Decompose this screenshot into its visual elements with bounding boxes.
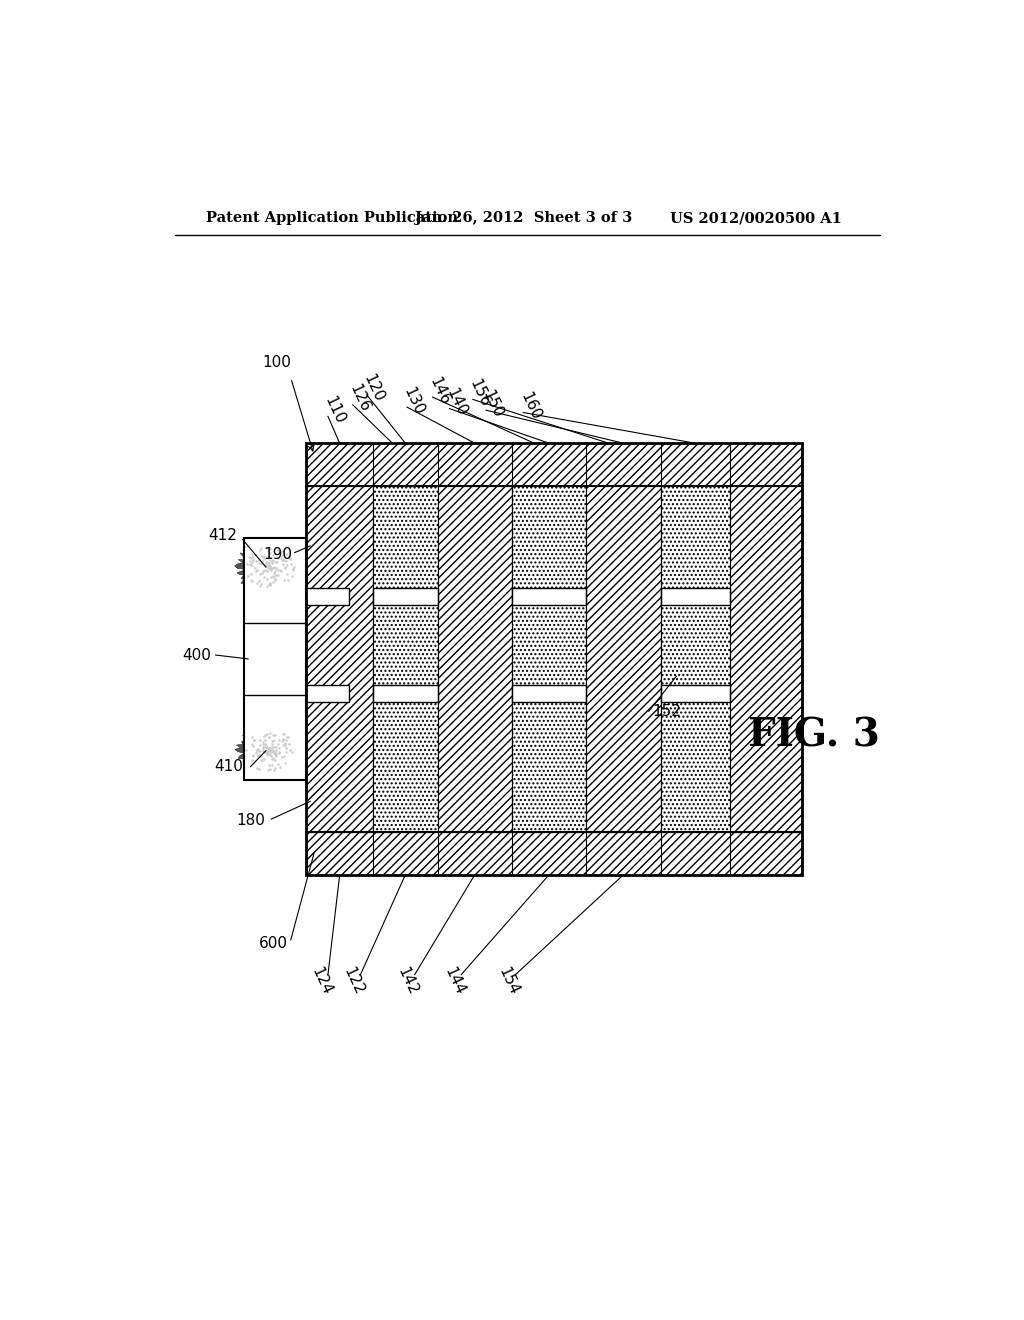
Text: 100: 100 — [262, 355, 291, 370]
Text: Patent Application Publication: Patent Application Publication — [206, 211, 458, 226]
Bar — [306, 685, 349, 702]
Text: 154: 154 — [496, 965, 521, 998]
Bar — [306, 589, 349, 605]
Text: 142: 142 — [395, 965, 421, 998]
Bar — [730, 486, 802, 832]
Text: 130: 130 — [400, 384, 427, 417]
Text: 600: 600 — [259, 936, 288, 952]
Bar — [512, 486, 587, 832]
Text: 126: 126 — [346, 383, 373, 414]
Polygon shape — [234, 540, 303, 597]
Text: 146: 146 — [426, 375, 453, 407]
Text: 156: 156 — [467, 376, 493, 409]
Text: 410: 410 — [214, 759, 243, 775]
Polygon shape — [234, 721, 303, 779]
Text: 160: 160 — [517, 389, 543, 422]
Text: 120: 120 — [360, 372, 386, 405]
Bar — [660, 685, 730, 702]
Bar — [373, 486, 437, 832]
Bar — [660, 486, 730, 832]
Bar — [306, 444, 802, 874]
Bar — [373, 685, 437, 702]
Text: 180: 180 — [236, 813, 265, 828]
Text: 152: 152 — [652, 704, 681, 719]
Text: Jan. 26, 2012  Sheet 3 of 3: Jan. 26, 2012 Sheet 3 of 3 — [415, 211, 632, 226]
Bar — [660, 589, 730, 605]
Bar — [306, 444, 802, 486]
Text: 150: 150 — [480, 388, 506, 420]
Text: US 2012/0020500 A1: US 2012/0020500 A1 — [671, 211, 843, 226]
Text: 190: 190 — [263, 548, 292, 562]
Bar — [437, 486, 512, 832]
Bar — [306, 832, 802, 874]
Bar — [245, 539, 306, 780]
Text: 110: 110 — [322, 393, 347, 426]
Text: 124: 124 — [308, 965, 334, 998]
Text: 122: 122 — [341, 965, 367, 998]
Text: 144: 144 — [441, 965, 467, 998]
Text: FIG. 3: FIG. 3 — [748, 717, 880, 755]
Text: 412: 412 — [208, 528, 237, 544]
Bar — [373, 589, 437, 605]
Bar — [306, 486, 373, 832]
Text: 400: 400 — [182, 648, 211, 663]
Bar — [512, 685, 587, 702]
Bar — [587, 486, 660, 832]
Text: 140: 140 — [443, 387, 469, 418]
Bar — [512, 589, 587, 605]
